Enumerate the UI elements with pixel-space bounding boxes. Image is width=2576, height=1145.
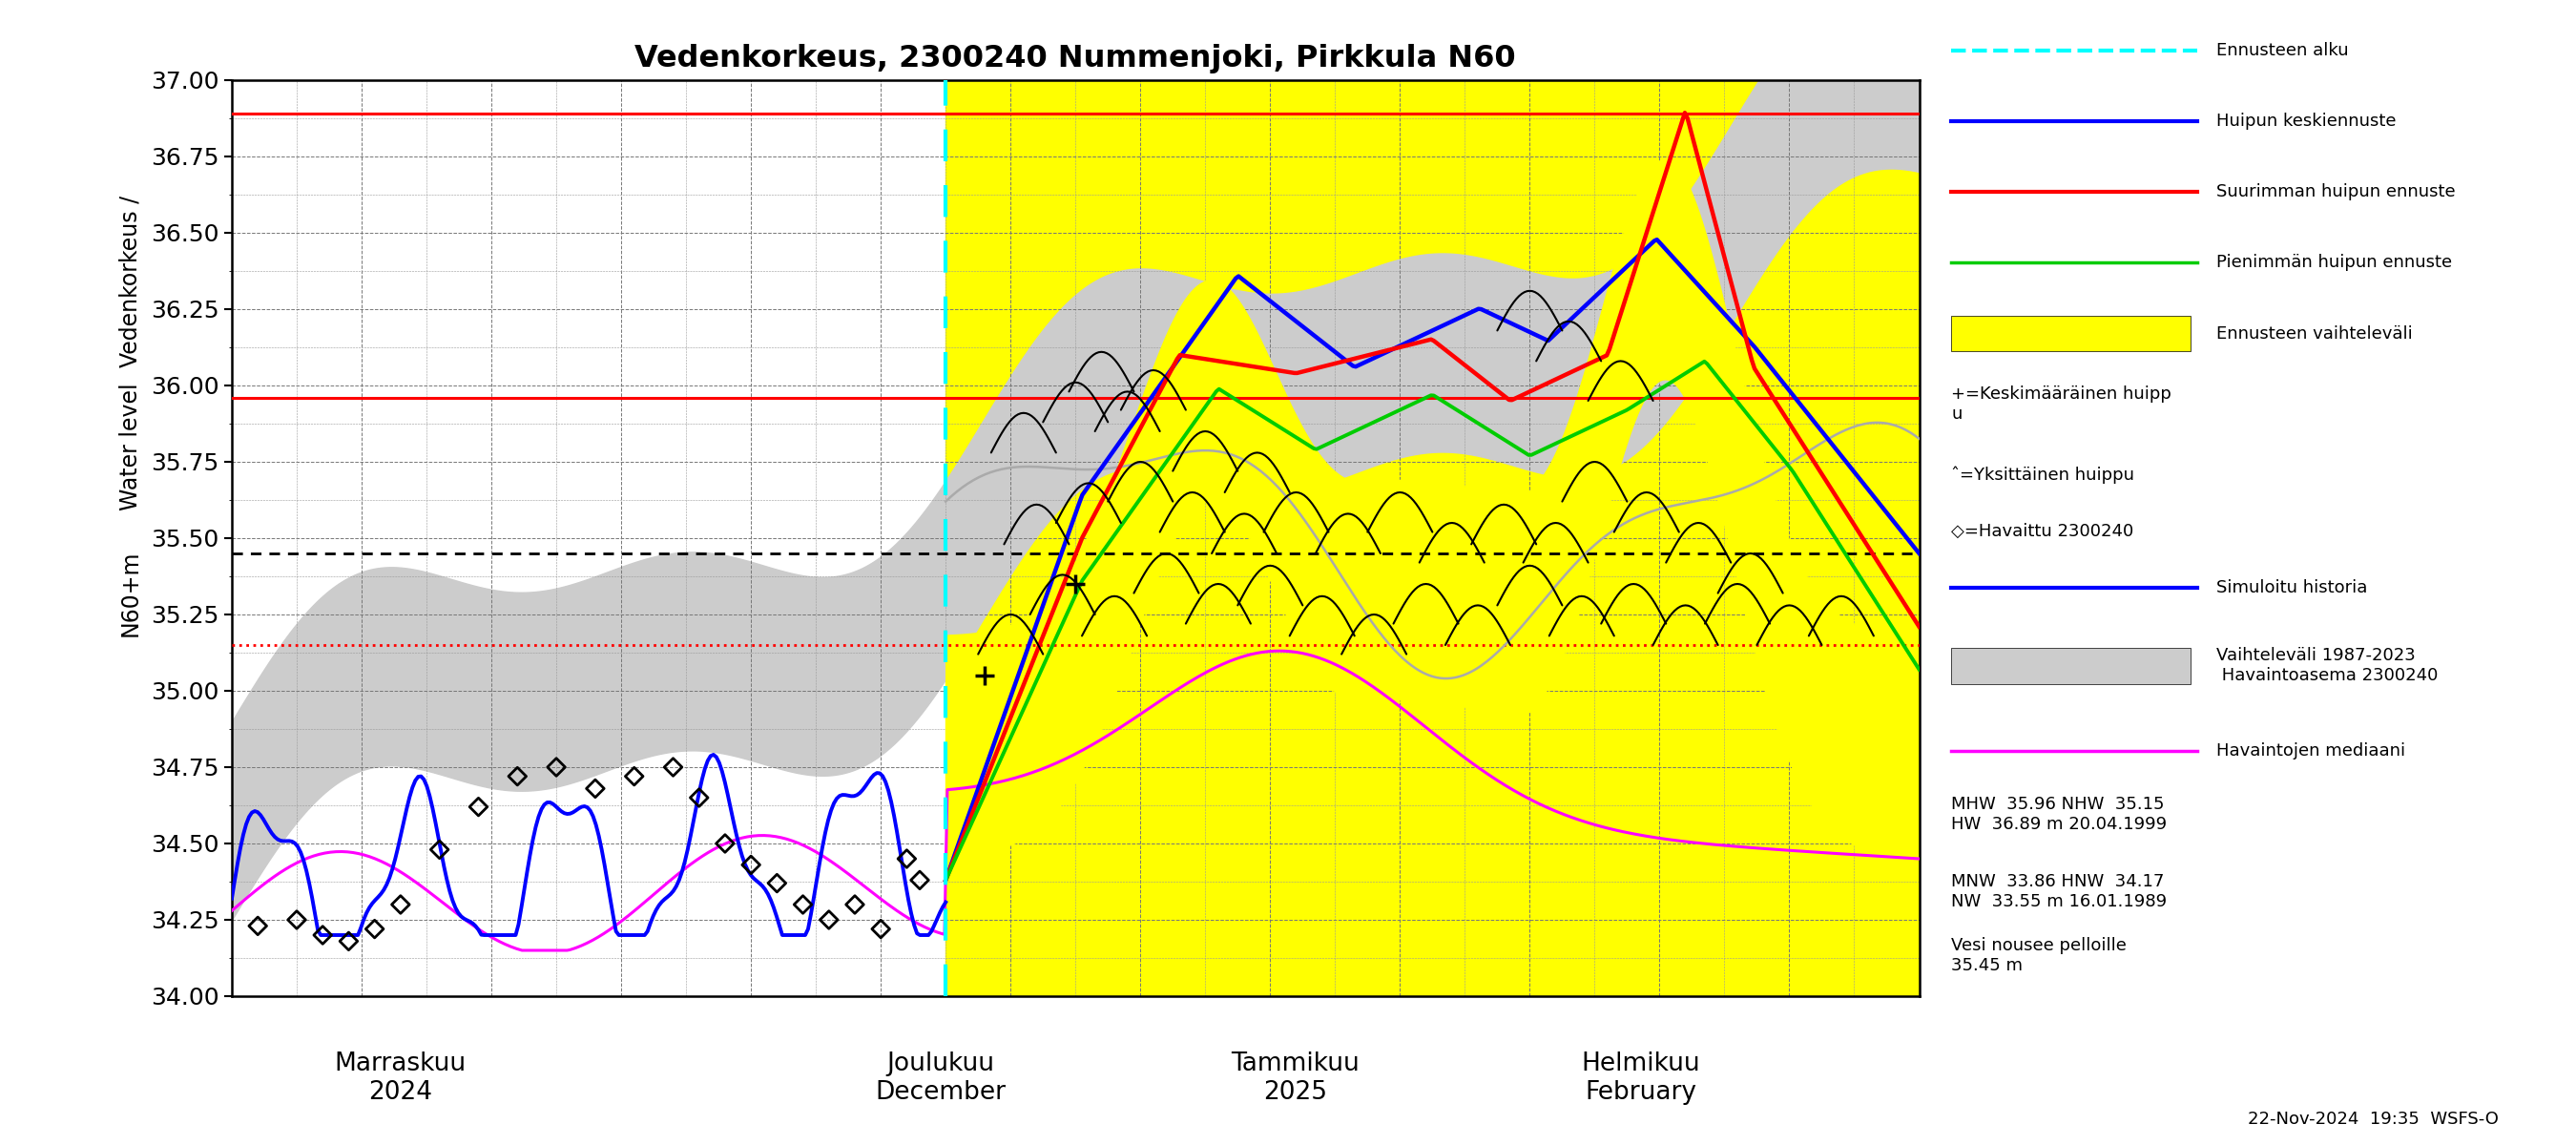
Point: [783, 895, 824, 914]
Text: Helmikuu
February: Helmikuu February: [1582, 1051, 1700, 1105]
Point: [703, 835, 744, 853]
Point: [860, 919, 902, 938]
Bar: [945, 80, 1932, 996]
Text: Suurimman huipun ennuste: Suurimman huipun ennuste: [2215, 183, 2455, 200]
Point: [835, 895, 876, 914]
Point: [536, 758, 577, 776]
Point: [899, 871, 940, 890]
Point: [381, 895, 422, 914]
Text: Joulukuu
December: Joulukuu December: [876, 1051, 1005, 1105]
Point: [327, 932, 368, 950]
Point: [652, 758, 693, 776]
Text: Vesi nousee pelloille
35.45 m: Vesi nousee pelloille 35.45 m: [1950, 937, 2128, 974]
Text: Pienimmän huipun ennuste: Pienimmän huipun ennuste: [2215, 254, 2452, 271]
Text: N60+m: N60+m: [118, 550, 142, 637]
Text: Water level: Water level: [118, 382, 142, 511]
Text: Huipun keskiennuste: Huipun keskiennuste: [2215, 113, 2396, 131]
Text: Vedenkorkeus /: Vedenkorkeus /: [118, 196, 142, 368]
Point: [301, 926, 343, 945]
Text: +=Keskimääräinen huipp
u: +=Keskimääräinen huipp u: [1950, 386, 2172, 423]
Text: MNW  33.86 HNW  34.17
NW  33.55 m 16.01.1989: MNW 33.86 HNW 34.17 NW 33.55 m 16.01.198…: [1950, 874, 2166, 910]
Point: [459, 798, 500, 816]
Text: Ennusteen alku: Ennusteen alku: [2215, 42, 2349, 60]
Title: Vedenkorkeus, 2300240 Nummenjoki, Pirkkula N60: Vedenkorkeus, 2300240 Nummenjoki, Pirkku…: [634, 44, 1517, 73]
Point: [237, 917, 278, 935]
Point: [886, 850, 927, 868]
Point: [574, 780, 616, 798]
Text: Havaintojen mediaani: Havaintojen mediaani: [2215, 742, 2406, 759]
Point: [497, 767, 538, 785]
Point: [420, 840, 461, 859]
Text: ◇=Havaittu 2300240: ◇=Havaittu 2300240: [1950, 523, 2133, 540]
Point: [757, 874, 799, 892]
Text: Tammikuu
2025: Tammikuu 2025: [1231, 1051, 1360, 1105]
Text: ˆ=Yksittäinen huippu: ˆ=Yksittäinen huippu: [1950, 466, 2136, 483]
Point: [613, 767, 654, 785]
Text: Ennusteen vaihteleväli: Ennusteen vaihteleväli: [2215, 325, 2414, 342]
Bar: [1950, 316, 2192, 352]
Point: [353, 919, 394, 938]
Text: 22-Nov-2024  19:35  WSFS-O: 22-Nov-2024 19:35 WSFS-O: [2249, 1111, 2499, 1128]
Bar: [1950, 648, 2192, 684]
Point: [677, 789, 719, 807]
Text: Marraskuu
2024: Marraskuu 2024: [335, 1051, 466, 1105]
Text: Vaihteleväli 1987-2023
 Havaintoasema 2300240: Vaihteleväli 1987-2023 Havaintoasema 230…: [2215, 647, 2437, 685]
Text: Simuloitu historia: Simuloitu historia: [2215, 579, 2367, 597]
Text: MHW  35.96 NHW  35.15
HW  36.89 m 20.04.1999: MHW 35.96 NHW 35.15 HW 36.89 m 20.04.199…: [1950, 796, 2166, 832]
Point: [809, 910, 850, 929]
Point: [732, 855, 773, 874]
Point: [276, 910, 317, 929]
